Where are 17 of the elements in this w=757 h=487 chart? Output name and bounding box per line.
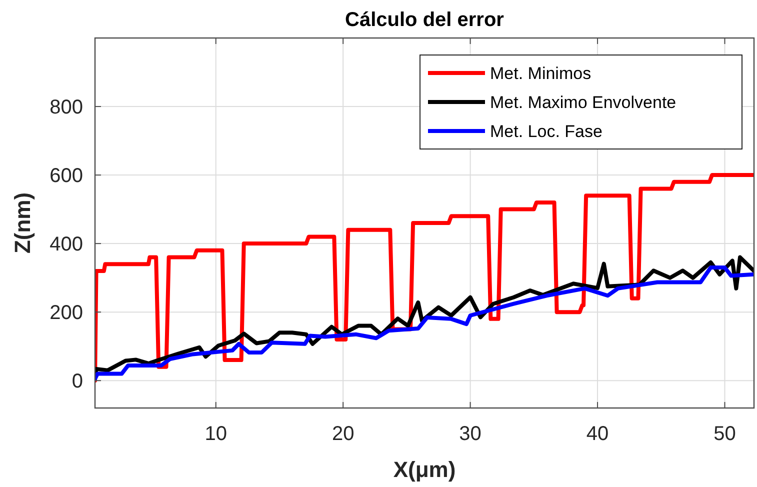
line-series <box>95 173 754 383</box>
legend-label: Met. Minimos <box>490 64 592 83</box>
x-axis-title: X(μm) <box>393 457 456 482</box>
y-tick-label: 800 <box>50 96 83 119</box>
legend-label: Met. Maximo Envolvente <box>490 92 676 112</box>
y-axis-title: Z(nm) <box>10 192 35 254</box>
legend-label: Met. Loc. Fase <box>490 122 602 141</box>
x-tick-label: 20 <box>332 423 354 445</box>
y-tick-label: 600 <box>50 165 83 188</box>
y-tick-label: 0 <box>72 370 83 393</box>
x-tick-label: 50 <box>714 423 736 445</box>
y-tick-label: 200 <box>50 302 83 324</box>
x-tick-label: 40 <box>586 423 609 445</box>
x-tick-label: 30 <box>459 423 482 445</box>
y-tick-label: 400 <box>50 234 83 256</box>
chart-title: Cálculo del error <box>345 9 504 31</box>
x-tick-label: 10 <box>204 423 227 445</box>
